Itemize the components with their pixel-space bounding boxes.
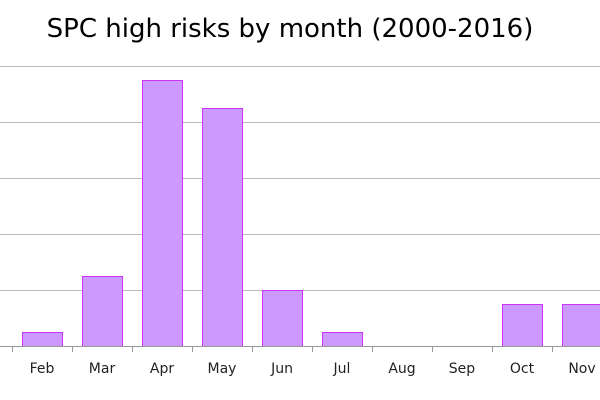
bar-feb	[22, 332, 63, 347]
bar-may	[202, 108, 243, 347]
x-tick-label-jun: Jun	[270, 361, 293, 377]
x-tick-label-feb: Feb	[30, 361, 55, 377]
bars	[22, 80, 600, 347]
x-tick-label-jul: Jul	[333, 361, 351, 377]
bar-apr	[142, 80, 183, 347]
x-tick-label-mar: Mar	[89, 361, 116, 377]
bar-jun	[262, 290, 303, 347]
x-tick-label-sep: Sep	[449, 361, 476, 377]
x-axis	[0, 346, 600, 352]
bar-nov	[562, 304, 600, 347]
gridlines	[0, 66, 600, 291]
x-tick-label-oct: Oct	[510, 361, 535, 377]
x-tick-label-apr: Apr	[150, 361, 174, 377]
bar-mar	[82, 276, 123, 347]
bar-jul	[322, 332, 363, 347]
x-tick-label-nov: Nov	[568, 361, 595, 377]
x-tick-label-aug: Aug	[388, 361, 415, 377]
chart-title: SPC high risks by month (2000-2016)	[46, 14, 534, 44]
bar-oct	[502, 304, 543, 347]
x-tick-label-may: May	[208, 361, 237, 377]
x-tick-labels: Feb Mar Apr May Jun Jul Aug Sep Oct Nov	[30, 361, 596, 377]
